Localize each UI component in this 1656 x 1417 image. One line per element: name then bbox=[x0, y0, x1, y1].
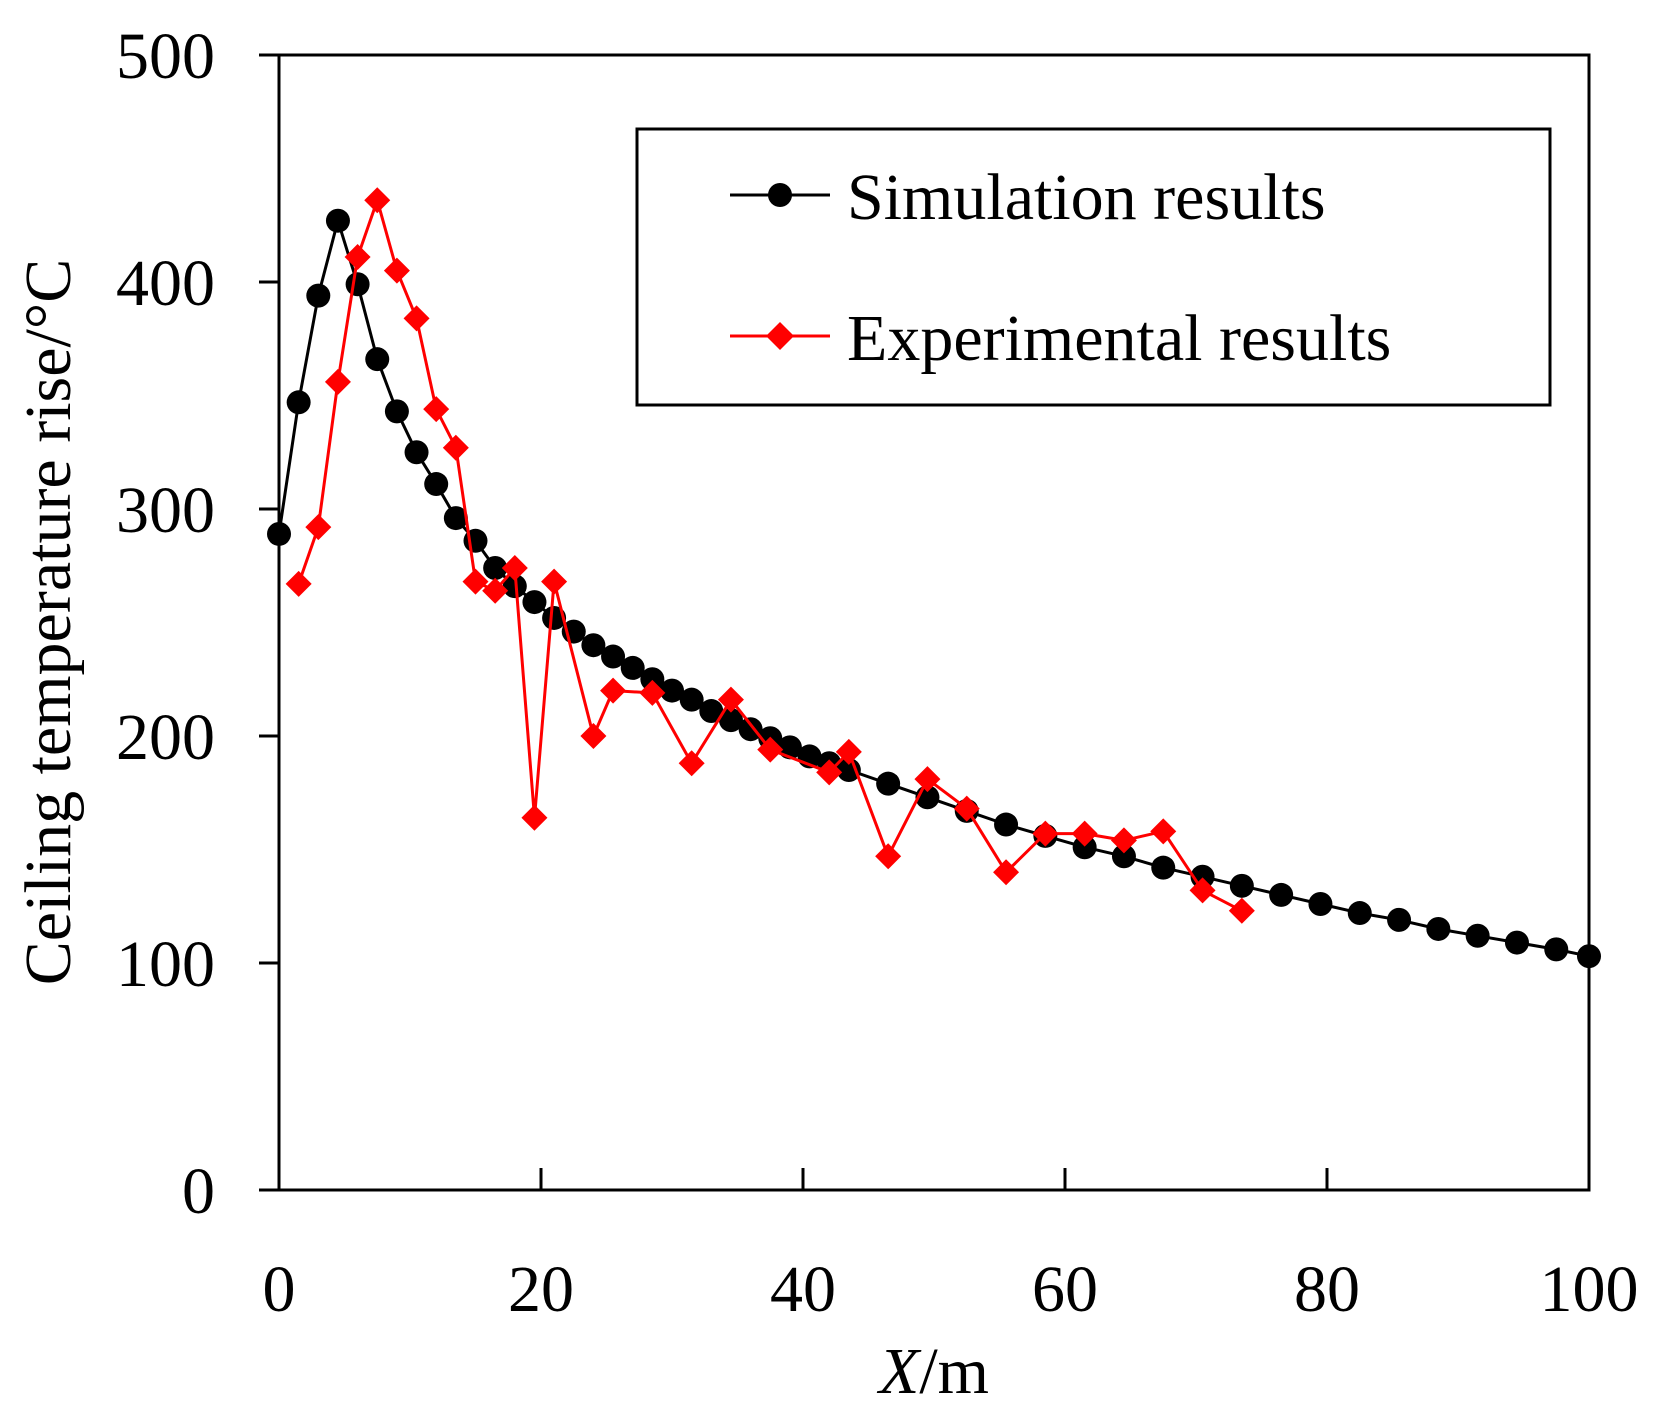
data-point bbox=[757, 736, 784, 763]
data-point bbox=[345, 272, 370, 297]
data-point bbox=[1111, 844, 1136, 869]
x-axis-title: X/m bbox=[876, 1335, 989, 1408]
data-point bbox=[404, 440, 429, 465]
x-axis-variable: X bbox=[876, 1335, 922, 1408]
data-point bbox=[325, 208, 350, 233]
x-axis-unit: /m bbox=[919, 1335, 989, 1408]
y-tick-label: 200 bbox=[116, 701, 215, 774]
y-tick-label: 500 bbox=[116, 20, 215, 93]
series-layer bbox=[267, 187, 1601, 969]
data-point bbox=[424, 472, 449, 497]
data-point bbox=[384, 399, 409, 424]
data-point bbox=[1071, 820, 1098, 847]
data-point bbox=[365, 347, 390, 372]
data-point bbox=[364, 187, 391, 214]
y-axis: 0 100 200 300 400 500 bbox=[116, 20, 279, 1228]
x-axis: 0 20 40 60 80 100 bbox=[263, 1168, 1639, 1326]
data-point bbox=[383, 257, 410, 284]
data-point bbox=[443, 506, 468, 531]
data-point bbox=[1110, 827, 1137, 854]
data-point bbox=[423, 396, 450, 423]
data-point bbox=[541, 568, 568, 595]
y-tick-label: 300 bbox=[116, 474, 215, 547]
data-point bbox=[718, 708, 743, 733]
data-point bbox=[1308, 891, 1333, 916]
data-point bbox=[1032, 820, 1059, 847]
data-point bbox=[953, 795, 980, 822]
data-point bbox=[717, 686, 744, 713]
data-point bbox=[542, 605, 567, 630]
legend-experimental-label: Experimental results bbox=[847, 302, 1391, 375]
data-point bbox=[1228, 897, 1255, 924]
data-point bbox=[483, 556, 508, 581]
data-point bbox=[1150, 818, 1177, 845]
legend-simulation-label: Simulation results bbox=[847, 161, 1326, 234]
data-point bbox=[580, 723, 607, 749]
data-point bbox=[1504, 930, 1529, 955]
data-point bbox=[324, 368, 351, 395]
data-point bbox=[1151, 855, 1176, 880]
x-tick-label: 100 bbox=[1540, 1253, 1639, 1326]
series-simulation bbox=[267, 208, 1601, 969]
data-point bbox=[993, 859, 1020, 886]
data-point bbox=[678, 750, 705, 777]
data-point bbox=[1072, 835, 1097, 860]
data-point bbox=[699, 699, 724, 724]
plot-area-frame bbox=[277, 53, 1591, 1192]
data-point bbox=[601, 644, 626, 669]
data-point bbox=[914, 766, 941, 793]
data-point bbox=[403, 305, 430, 332]
data-point bbox=[1269, 882, 1294, 907]
data-point bbox=[600, 677, 627, 704]
y-axis-title: Ceiling temperature rise/°C bbox=[12, 259, 85, 986]
data-point bbox=[522, 590, 547, 615]
legend-simulation-marker bbox=[768, 183, 792, 207]
data-point bbox=[462, 568, 489, 595]
x-tick-label: 80 bbox=[1294, 1253, 1360, 1326]
data-point bbox=[1465, 923, 1490, 948]
y-tick-label: 400 bbox=[116, 247, 215, 320]
data-point bbox=[442, 434, 469, 461]
data-point bbox=[620, 655, 645, 680]
data-point bbox=[1544, 937, 1569, 962]
data-point bbox=[267, 521, 291, 546]
data-point bbox=[679, 687, 704, 712]
data-point bbox=[639, 679, 666, 706]
data-point bbox=[660, 678, 684, 703]
y-tick-label: 0 bbox=[182, 1155, 215, 1228]
data-point bbox=[875, 843, 902, 870]
data-point bbox=[816, 759, 843, 786]
legend-experimental-marker bbox=[766, 322, 794, 350]
data-point bbox=[306, 283, 331, 308]
data-point bbox=[1426, 916, 1451, 941]
data-point bbox=[286, 390, 311, 415]
data-point bbox=[521, 804, 548, 831]
data-point bbox=[285, 570, 312, 597]
data-point bbox=[501, 555, 528, 582]
data-point bbox=[640, 667, 665, 692]
x-tick-label: 0 bbox=[263, 1253, 296, 1326]
data-point bbox=[1229, 873, 1254, 898]
data-point bbox=[581, 633, 606, 658]
series-experimental bbox=[285, 187, 1255, 924]
legend-box bbox=[635, 127, 1552, 407]
data-point bbox=[1347, 901, 1372, 926]
legend: Simulation results Experimental results bbox=[635, 127, 1552, 407]
data-point bbox=[1387, 907, 1412, 932]
x-tick-label: 60 bbox=[1032, 1253, 1098, 1326]
x-tick-label: 20 bbox=[508, 1253, 574, 1326]
data-point bbox=[994, 812, 1019, 837]
data-point bbox=[305, 514, 332, 541]
data-point bbox=[482, 577, 509, 604]
data-point bbox=[1577, 944, 1601, 969]
data-point bbox=[344, 244, 371, 271]
data-point bbox=[835, 738, 862, 765]
x-tick-label: 40 bbox=[770, 1253, 836, 1326]
data-point bbox=[738, 717, 763, 742]
y-tick-label: 100 bbox=[116, 928, 215, 1001]
data-point bbox=[1189, 877, 1216, 904]
data-point bbox=[876, 771, 901, 796]
